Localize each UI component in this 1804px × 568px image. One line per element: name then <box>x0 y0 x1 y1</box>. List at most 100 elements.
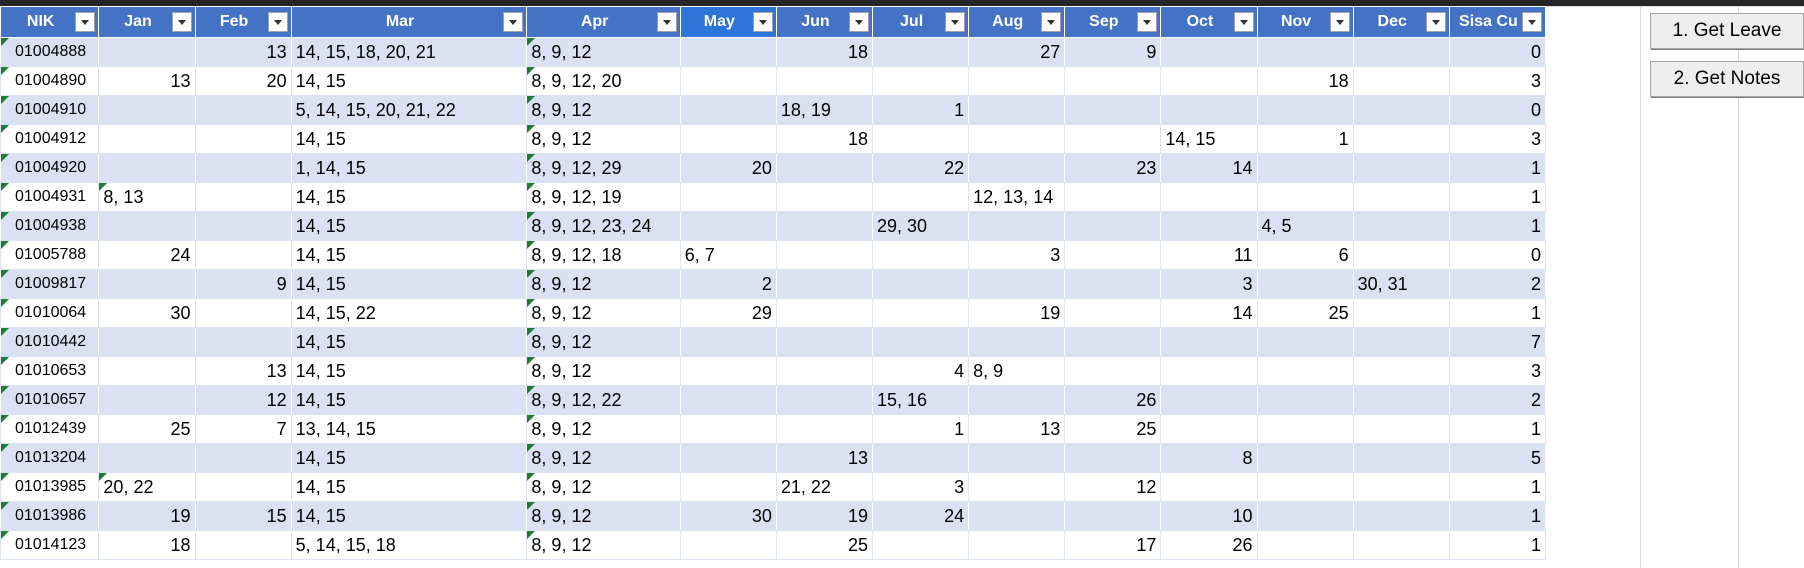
cell-jun[interactable] <box>775 240 874 270</box>
column-header-apr[interactable]: Apr <box>526 6 681 38</box>
filter-dropdown-icon[interactable] <box>1329 12 1350 32</box>
cell-nov[interactable]: 25 <box>1256 298 1354 328</box>
cell-jan[interactable] <box>98 385 196 415</box>
column-header-sep[interactable]: Sep <box>1064 6 1162 38</box>
cell-apr[interactable]: 8, 9, 12 <box>526 327 681 357</box>
column-header-jul[interactable]: Jul <box>872 6 970 38</box>
cell-nov[interactable]: 4, 5 <box>1256 211 1354 241</box>
cell-nik[interactable]: 01004888 <box>0 37 100 67</box>
cell-mar[interactable]: 14, 15 <box>290 385 528 415</box>
cell-oct[interactable] <box>1160 327 1258 357</box>
cell-may[interactable] <box>679 182 777 212</box>
cell-may[interactable]: 30 <box>679 501 777 531</box>
cell-nov[interactable] <box>1256 95 1354 125</box>
cell-mar[interactable]: 14, 15 <box>290 66 528 96</box>
cell-jan[interactable] <box>98 95 196 125</box>
cell-oct[interactable]: 14, 15 <box>1160 124 1258 154</box>
cell-nov[interactable] <box>1256 385 1354 415</box>
cell-oct[interactable] <box>1160 66 1258 96</box>
cell-dec[interactable] <box>1352 153 1450 183</box>
cell-mar[interactable]: 14, 15 <box>290 356 528 386</box>
cell-dec[interactable] <box>1352 182 1450 212</box>
cell-feb[interactable]: 9 <box>194 269 292 299</box>
cell-nov[interactable] <box>1256 414 1354 444</box>
cell-mar[interactable]: 14, 15 <box>290 269 528 299</box>
cell-jul[interactable] <box>872 182 970 212</box>
cell-mar[interactable]: 14, 15 <box>290 327 528 357</box>
cell-oct[interactable]: 26 <box>1160 530 1258 560</box>
cell-jun[interactable]: 18 <box>775 37 874 67</box>
cell-sep[interactable] <box>1064 124 1162 154</box>
filter-dropdown-icon[interactable] <box>1041 12 1062 32</box>
cell-sep[interactable] <box>1064 501 1162 531</box>
cell-aug[interactable] <box>968 153 1066 183</box>
cell-aug[interactable] <box>968 124 1066 154</box>
cell-dec[interactable] <box>1352 124 1450 154</box>
cell-sisa-cu[interactable]: 3 <box>1448 66 1547 96</box>
cell-aug[interactable]: 12, 13, 14 <box>968 182 1066 212</box>
filter-dropdown-icon[interactable] <box>267 12 288 32</box>
cell-aug[interactable] <box>968 327 1066 357</box>
cell-apr[interactable]: 8, 9, 12 <box>526 530 681 560</box>
column-header-sisa-cu[interactable]: Sisa Cu <box>1448 6 1547 38</box>
cell-jan[interactable]: 30 <box>98 298 196 328</box>
cell-nov[interactable] <box>1256 37 1354 67</box>
cell-sisa-cu[interactable]: 0 <box>1448 240 1547 270</box>
cell-may[interactable] <box>679 356 777 386</box>
cell-jun[interactable]: 18 <box>775 124 874 154</box>
cell-oct[interactable] <box>1160 356 1258 386</box>
cell-jul[interactable] <box>872 298 970 328</box>
cell-apr[interactable]: 8, 9, 12, 19 <box>526 182 681 212</box>
cell-mar[interactable]: 14, 15 <box>290 472 528 502</box>
cell-may[interactable]: 6, 7 <box>679 240 777 270</box>
cell-oct[interactable] <box>1160 385 1258 415</box>
cell-aug[interactable] <box>968 385 1066 415</box>
cell-sisa-cu[interactable]: 1 <box>1448 472 1547 502</box>
cell-may[interactable]: 29 <box>679 298 777 328</box>
cell-may[interactable] <box>679 443 777 473</box>
cell-nik[interactable]: 01010653 <box>0 356 100 386</box>
cell-nov[interactable] <box>1256 327 1354 357</box>
cell-aug[interactable] <box>968 269 1066 299</box>
cell-sisa-cu[interactable]: 7 <box>1448 327 1547 357</box>
column-header-may[interactable]: May <box>679 6 777 38</box>
cell-jun[interactable]: 21, 22 <box>775 472 874 502</box>
cell-sep[interactable]: 12 <box>1064 472 1162 502</box>
cell-aug[interactable]: 13 <box>968 414 1066 444</box>
cell-oct[interactable]: 3 <box>1160 269 1258 299</box>
cell-dec[interactable] <box>1352 414 1450 444</box>
cell-jun[interactable]: 13 <box>775 443 874 473</box>
cell-dec[interactable] <box>1352 356 1450 386</box>
cell-jun[interactable] <box>775 414 874 444</box>
cell-mar[interactable]: 14, 15 <box>290 501 528 531</box>
cell-sisa-cu[interactable]: 1 <box>1448 298 1547 328</box>
cell-aug[interactable] <box>968 66 1066 96</box>
cell-dec[interactable] <box>1352 95 1450 125</box>
cell-mar[interactable]: 14, 15 <box>290 240 528 270</box>
cell-jul[interactable]: 1 <box>872 95 970 125</box>
cell-dec[interactable] <box>1352 443 1450 473</box>
cell-nov[interactable] <box>1256 472 1354 502</box>
column-header-mar[interactable]: Mar <box>290 6 528 38</box>
cell-sep[interactable]: 25 <box>1064 414 1162 444</box>
cell-jul[interactable] <box>872 443 970 473</box>
cell-feb[interactable]: 13 <box>194 37 292 67</box>
cell-oct[interactable]: 10 <box>1160 501 1258 531</box>
cell-dec[interactable] <box>1352 37 1450 67</box>
cell-dec[interactable] <box>1352 385 1450 415</box>
get-notes-button[interactable]: 2. Get Notes <box>1650 61 1804 97</box>
cell-feb[interactable] <box>194 95 292 125</box>
cell-nov[interactable]: 1 <box>1256 124 1354 154</box>
cell-dec[interactable] <box>1352 472 1450 502</box>
cell-feb[interactable] <box>194 124 292 154</box>
cell-sisa-cu[interactable]: 1 <box>1448 414 1547 444</box>
cell-jan[interactable] <box>98 211 196 241</box>
cell-sisa-cu[interactable]: 0 <box>1448 37 1547 67</box>
cell-nov[interactable] <box>1256 269 1354 299</box>
cell-jun[interactable]: 25 <box>775 530 874 560</box>
cell-jul[interactable] <box>872 240 970 270</box>
cell-jul[interactable]: 22 <box>872 153 970 183</box>
cell-nov[interactable] <box>1256 182 1354 212</box>
cell-sep[interactable]: 9 <box>1064 37 1162 67</box>
cell-may[interactable] <box>679 327 777 357</box>
